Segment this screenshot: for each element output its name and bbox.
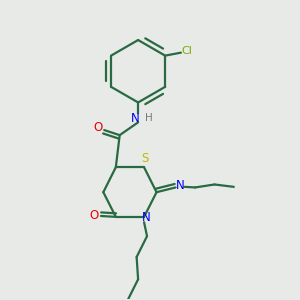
- Text: O: O: [93, 121, 102, 134]
- Text: N: N: [142, 211, 151, 224]
- Text: N: N: [131, 112, 140, 125]
- Text: S: S: [142, 152, 149, 165]
- Text: H: H: [145, 113, 153, 124]
- Text: Cl: Cl: [182, 46, 192, 56]
- Text: N: N: [176, 179, 185, 192]
- Text: O: O: [90, 208, 99, 222]
